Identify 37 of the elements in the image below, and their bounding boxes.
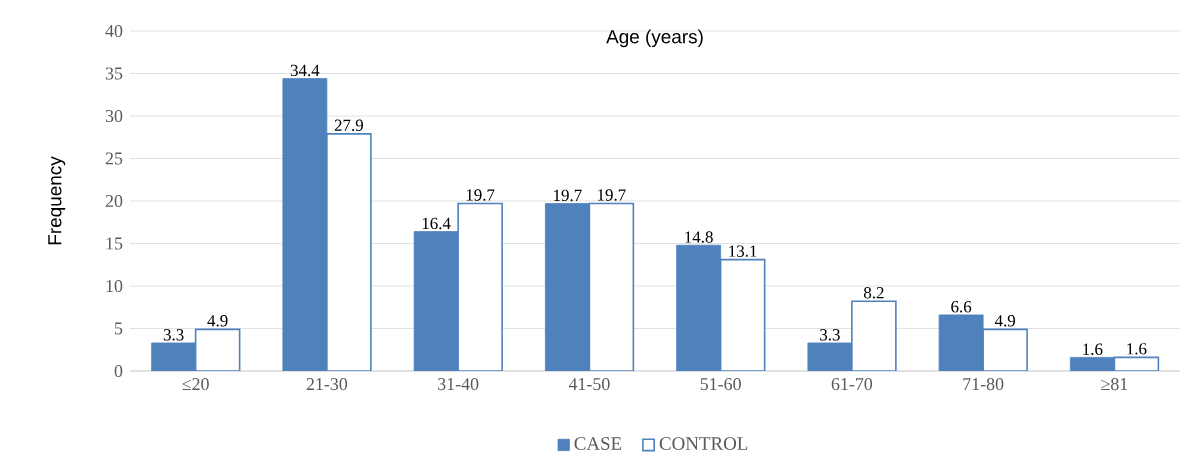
data-label: 16.4 xyxy=(422,217,451,230)
data-label: 1.6 xyxy=(1127,343,1147,355)
data-label: 13.1 xyxy=(729,245,757,257)
data-label: 27.9 xyxy=(334,119,364,132)
data-label: 19.7 xyxy=(466,189,495,201)
data-label: 6.6 xyxy=(951,301,972,313)
x-tick-label: 71-80 xyxy=(963,378,1004,391)
x-tick-label: ≥81 xyxy=(1101,378,1128,391)
data-label: 4.9 xyxy=(994,315,1016,327)
x-tick-label: 61-70 xyxy=(831,378,873,391)
x-tick-label: 51-60 xyxy=(700,378,741,391)
y-tick-label: 40 xyxy=(105,24,123,38)
y-tick-label: 10 xyxy=(106,279,123,293)
data-label: 14.8 xyxy=(685,231,713,243)
data-label: 19.7 xyxy=(598,189,626,201)
x-tick-label: 41-50 xyxy=(568,378,610,391)
y-tick-label: 25 xyxy=(105,152,123,165)
y-tick-label: 20 xyxy=(105,194,123,208)
x-tick-label: 31-40 xyxy=(438,378,479,391)
legend-label: CASE xyxy=(574,437,622,450)
y-tick-label: 5 xyxy=(115,322,123,335)
y-axis-title: Frequency xyxy=(48,156,66,245)
y-tick-label: 35 xyxy=(105,67,123,80)
chart-title: Age (years) xyxy=(606,29,703,48)
y-tick-label: 15 xyxy=(106,237,123,250)
data-label: 19.7 xyxy=(554,189,582,202)
data-label: 3.3 xyxy=(820,329,840,341)
data-label: 3.3 xyxy=(163,329,184,341)
data-label: 4.9 xyxy=(207,315,228,327)
y-tick-label: 30 xyxy=(105,109,123,123)
y-tick-label: 0 xyxy=(114,364,123,378)
data-label: 1.6 xyxy=(1083,343,1103,356)
x-tick-label: ≤20 xyxy=(182,378,209,391)
x-tick-label: 21-30 xyxy=(306,378,348,391)
legend-label: CONTROL xyxy=(659,437,748,450)
data-label: 8.2 xyxy=(863,287,884,299)
data-label: 34.4 xyxy=(290,64,320,77)
